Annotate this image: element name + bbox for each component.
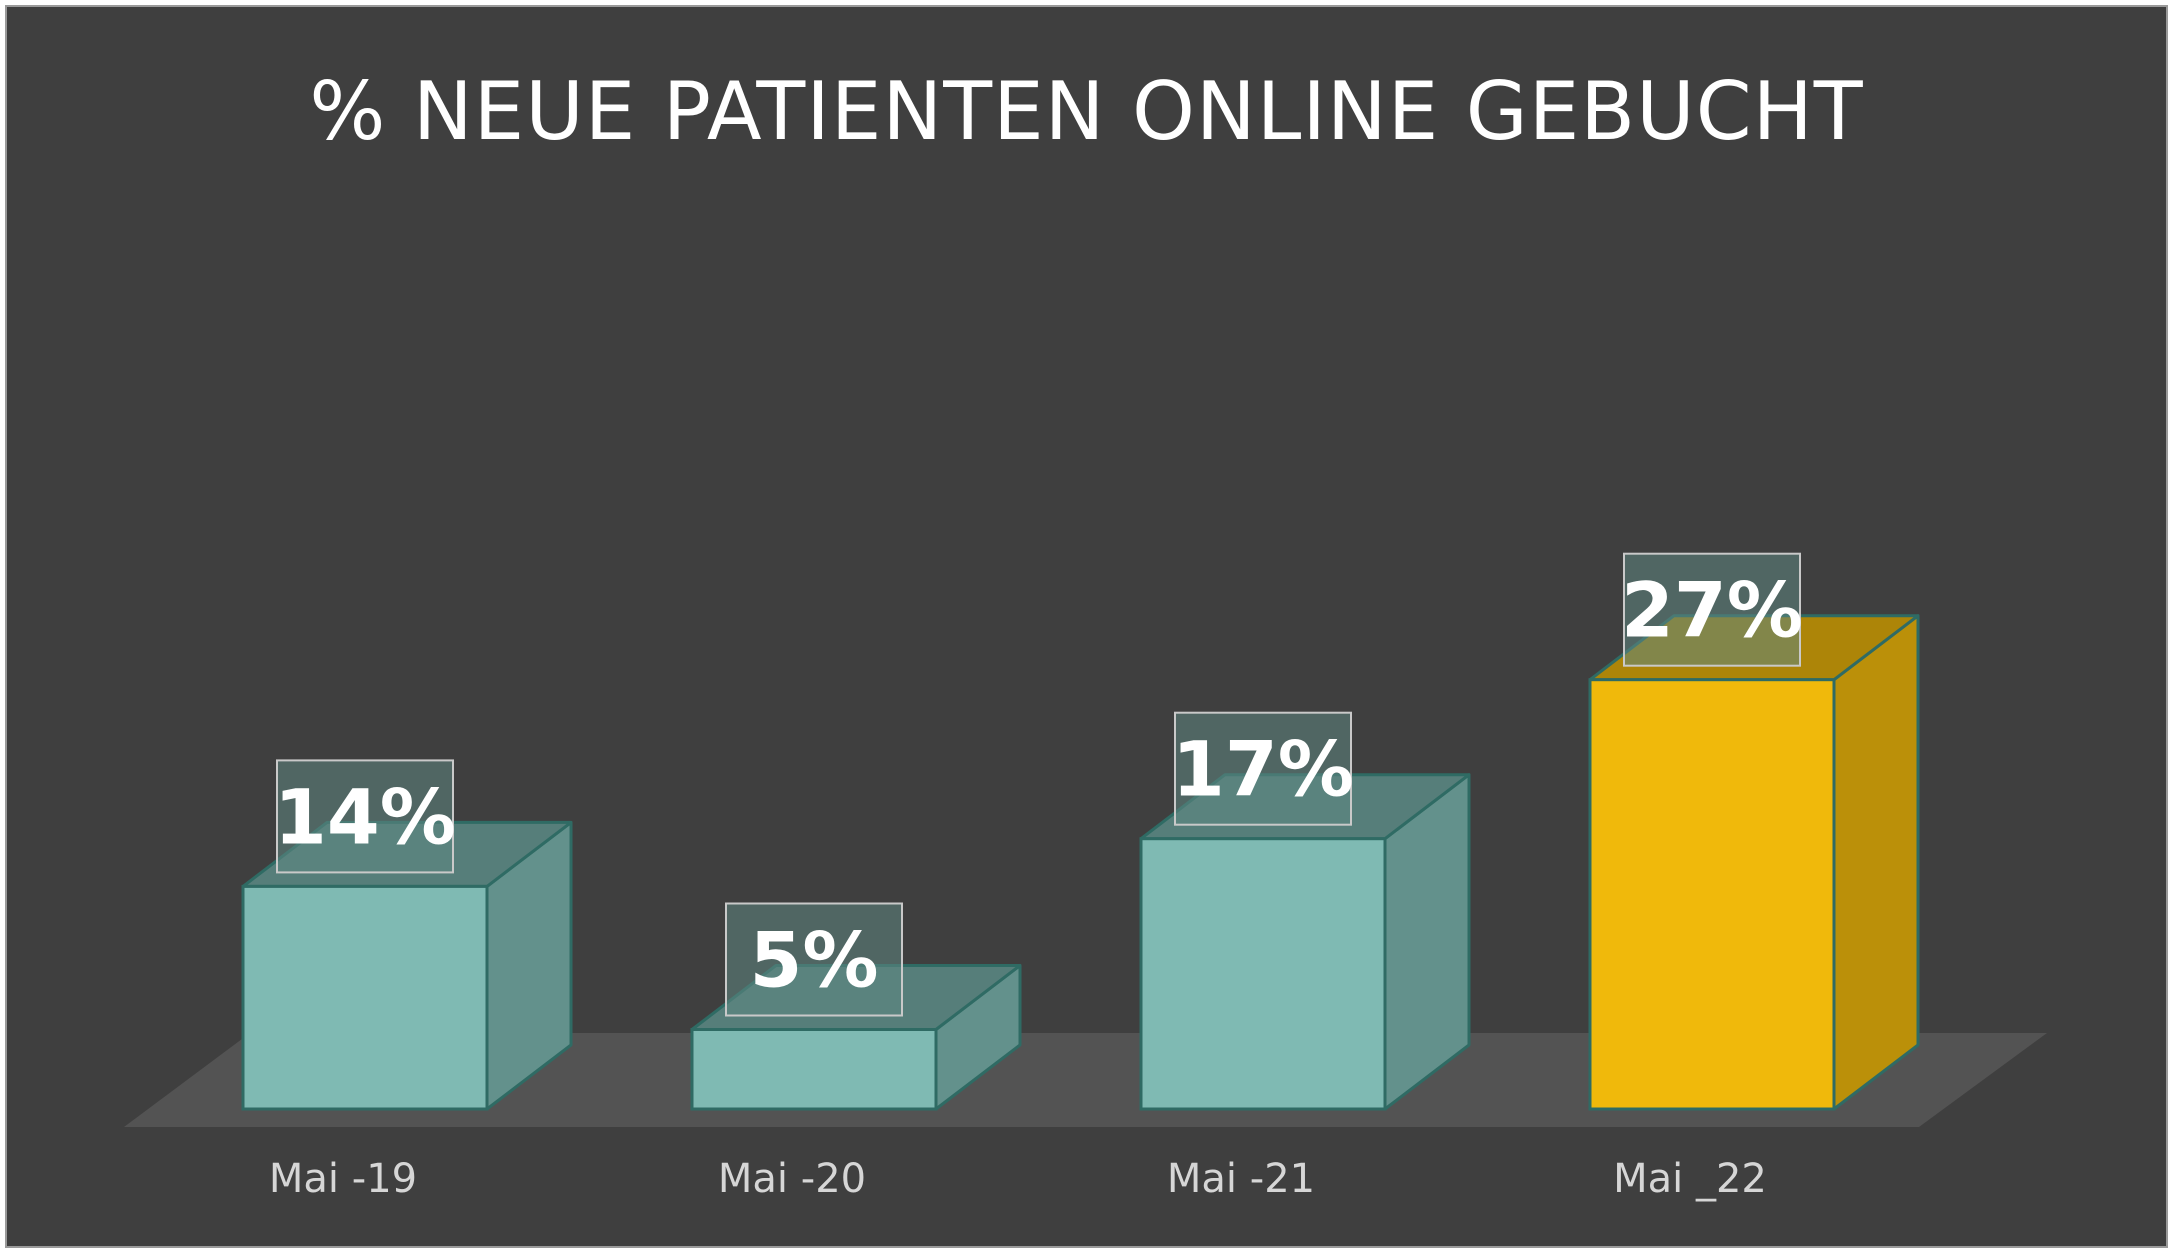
data-label-text: 27% <box>1621 566 1803 655</box>
category-label-1: Mai -19 <box>269 1156 417 1202</box>
category-label-2: Mai -20 <box>718 1156 866 1202</box>
chart-frame: % NEUE PATIENTEN ONLINE GEBUCHT 14% 5% 17%… <box>5 5 2168 1248</box>
data-label-4: 27% <box>1621 552 1803 667</box>
category-label-3: Mai -21 <box>1167 1156 1315 1202</box>
data-label-box <box>276 759 454 874</box>
bar-side-face <box>1832 614 1920 1111</box>
bar-4 <box>1588 614 1920 1111</box>
bar-front-face <box>1139 837 1387 1111</box>
bar-front-face <box>1588 678 1836 1111</box>
data-label-2: 5% <box>725 902 903 1017</box>
data-label-box <box>725 902 903 1017</box>
data-label-text: 14% <box>274 772 456 861</box>
bar-front-face <box>690 1028 938 1111</box>
data-label-text: 5% <box>749 916 878 1005</box>
chart-floor <box>124 1033 2047 1127</box>
data-label-box <box>1174 711 1352 826</box>
chart-plot: 14% 5% 17% 27% Mai -19 Mai -20 Mai -21 Mai _22 <box>124 552 2047 1202</box>
data-label-box <box>1623 552 1801 667</box>
bar-front-face <box>241 884 489 1111</box>
category-label-4: Mai _22 <box>1613 1156 1767 1202</box>
data-label-text: 17% <box>1172 725 1354 814</box>
data-label-1: 14% <box>274 759 456 874</box>
chart-title: % NEUE PATIENTEN ONLINE GEBUCHT <box>309 65 1864 158</box>
data-label-3: 17% <box>1172 711 1354 826</box>
